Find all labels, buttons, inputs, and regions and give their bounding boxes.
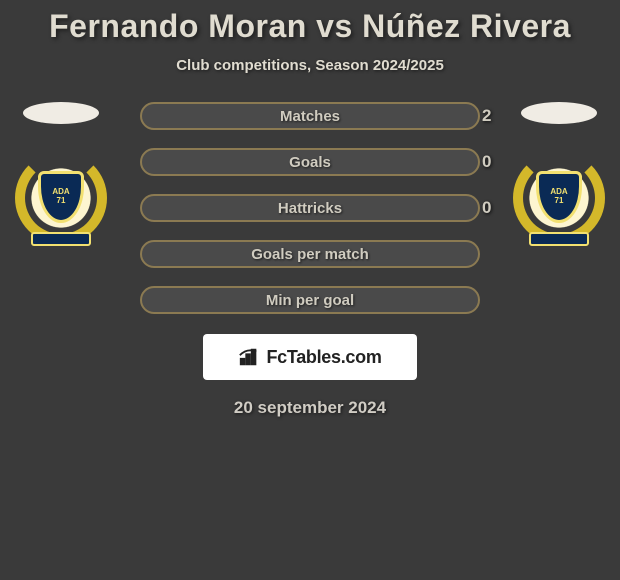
stat-right-value: 0 (482, 152, 506, 172)
stats-list: Matches 2 Goals 0 Hattricks 0 Goals per … (140, 102, 480, 314)
stat-row-hattricks: Hattricks 0 (140, 194, 480, 222)
page-subtitle: Club competitions, Season 2024/2025 (0, 57, 620, 74)
bar-chart-icon (238, 346, 260, 368)
stat-label: Hattricks (278, 200, 342, 217)
badge-ribbon-icon (31, 232, 91, 246)
fctables-logo[interactable]: FcTables.com (203, 334, 417, 380)
badge-bottom-text: 71 (555, 197, 564, 206)
club-badge-left: ADA 71 (15, 152, 107, 244)
stat-row-goals: Goals 0 (140, 148, 480, 176)
logo-text: FcTables.com (266, 347, 381, 368)
comparison-content: ADA 71 ADA 71 Matches 2 Goals 0 (0, 102, 620, 418)
stat-label: Min per goal (266, 292, 354, 309)
page-title: Fernando Moran vs Núñez Rivera (0, 0, 620, 45)
stat-right-value: 0 (482, 198, 506, 218)
player-right-column: ADA 71 (504, 102, 614, 244)
stat-row-matches: Matches 2 (140, 102, 480, 130)
infographic-date: 20 september 2024 (0, 398, 620, 418)
player-left-column: ADA 71 (6, 102, 116, 244)
player-right-placeholder (521, 102, 597, 124)
stat-right-value: 2 (482, 106, 506, 126)
stat-label: Goals per match (251, 246, 369, 263)
club-badge-right: ADA 71 (513, 152, 605, 244)
stat-label: Goals (289, 154, 331, 171)
badge-ribbon-icon (529, 232, 589, 246)
player-left-placeholder (23, 102, 99, 124)
badge-bottom-text: 71 (57, 197, 66, 206)
stat-row-goals-per-match: Goals per match (140, 240, 480, 268)
stat-row-min-per-goal: Min per goal (140, 286, 480, 314)
stat-label: Matches (280, 108, 340, 125)
